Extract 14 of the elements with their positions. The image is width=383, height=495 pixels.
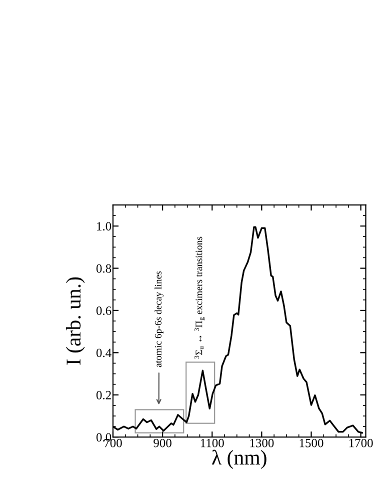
y-tick-label: 0.8 (96, 264, 112, 273)
annotation: atomic 6p-6s decay lines (154, 271, 164, 368)
y-tick-label: 0.6 (96, 306, 112, 315)
x-tick-label: 1100 (200, 438, 224, 448)
y-axis-title: I (arb. un.) (66, 277, 85, 365)
y-tick-label: 0.4 (96, 348, 112, 358)
x-tick-label: 900 (154, 438, 172, 448)
x-tick-label: 1300 (250, 438, 274, 448)
x-tick-label: 1500 (300, 438, 324, 448)
x-tick-label: 1700 (349, 438, 373, 448)
x-axis-title: λ (nm) (212, 450, 266, 469)
y-tick-label: 1.0 (97, 222, 112, 231)
y-tick-label: 0.2 (96, 390, 111, 400)
annotation: $^{3}$Σ$_{u}$ ↔ $^{3}$Π$_{g}$ excimers transitions (194, 236, 205, 359)
